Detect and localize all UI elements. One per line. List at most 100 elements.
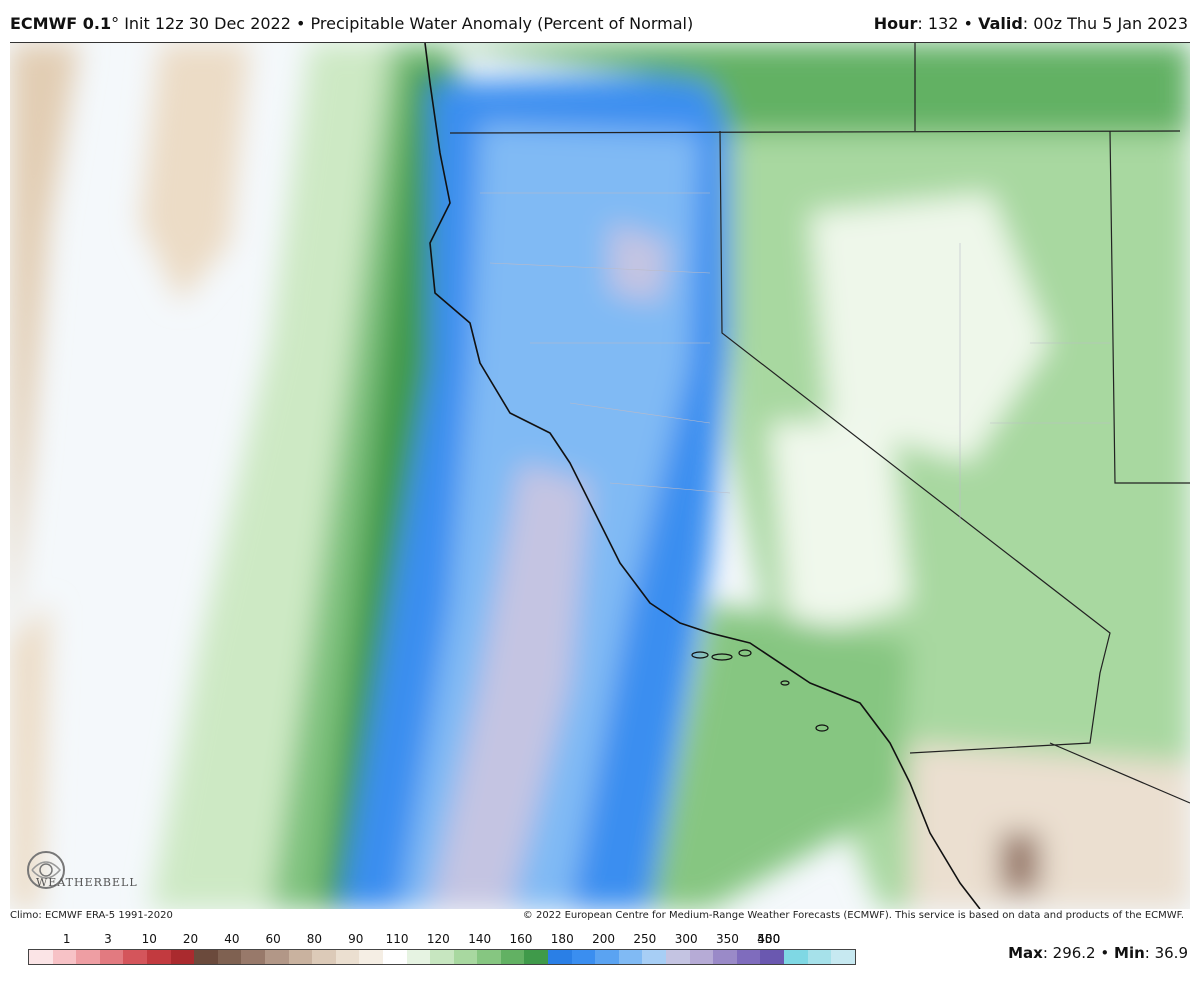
legend-label: 500 [757,932,781,946]
hour-label: Hour [873,14,918,33]
header: ECMWF 0.1° Init 12z 30 Dec 2022 • Precip… [0,0,1200,42]
legend-swatch [524,950,549,964]
legend-swatch [217,950,242,964]
valid-value: : 00z Thu 5 Jan 2023 [1022,14,1188,33]
max-value: : 296.2 [1042,944,1096,962]
legend-swatch [170,950,195,964]
atmospheric-river-lavender [430,463,590,909]
legend-label: 110 [385,932,409,946]
anomaly-map [10,43,1190,909]
legend-swatch [312,950,336,964]
legend-swatch [76,950,100,964]
dry-band-inner [140,43,250,303]
legend-swatch [642,950,667,964]
legend-swatch [689,950,714,964]
dry-band-west [10,43,80,643]
legend-label: 120 [426,932,450,946]
hour-value: : 132 [917,14,959,33]
legend-label: 350 [715,932,739,946]
copyright: © 2022 European Centre for Medium-Range … [522,910,1184,921]
legend-swatch [666,950,690,964]
green-band-dark [320,63,460,909]
channel-islands [691,649,829,732]
legend-label: 20 [182,932,199,946]
basin-white-2 [770,423,910,643]
legend-label: 60 [265,932,281,946]
legend-swatch [99,950,124,964]
legend-label: 1 [62,932,71,946]
legend-label: 10 [141,932,157,946]
min-label: Min [1114,944,1145,962]
legend-swatch [29,950,53,964]
credits: Climo: ECMWF ERA-5 1991-2020 © 2022 Euro… [10,910,1190,924]
legend-color-bar [28,949,856,965]
legend-swatch [52,950,77,964]
basin-white-1 [810,193,1050,463]
legend-swatch [831,950,855,964]
valid-label: Valid [978,14,1023,33]
coastline [424,43,981,909]
legend-swatch [548,950,572,964]
legend-swatch [288,950,313,964]
county-lines [480,192,1110,523]
degree-symbol: ° [111,14,120,33]
legend-swatch [571,950,596,964]
legend-label: 40 [224,932,240,946]
legend-swatch [335,950,360,964]
desert-tan [910,743,1190,909]
legend-swatch [430,950,454,964]
climo-source: Climo: ECMWF ERA-5 1991-2020 [10,910,173,921]
model-name: ECMWF 0.1 [10,14,112,33]
legend-swatch [736,950,761,964]
legend-label: 160 [509,932,533,946]
legend-label: 3 [104,932,112,946]
header-bullet: • [963,14,973,33]
map-title: ECMWF 0.1° Init 12z 30 Dec 2022 • Precip… [10,14,693,33]
legend-swatch [807,950,832,964]
legend-swatch [123,950,147,964]
legend-swatch [194,950,218,964]
min-value: : 36.9 [1144,944,1188,962]
legend-swatch [784,950,808,964]
legend-swatch [264,950,289,964]
legend-swatch [500,950,525,964]
legend-swatch [760,950,784,964]
legend-swatch [453,950,478,964]
dry-band-south [10,603,50,909]
legend-swatch [359,950,383,964]
legend-label: 80 [306,932,323,946]
green-band-outer [150,43,430,909]
legend-label: 200 [592,932,615,946]
stats-bullet: • [1100,944,1110,962]
legend-swatch [595,950,619,964]
land-green-north [430,43,1190,133]
socal-green [650,603,910,909]
desert-brown [1000,833,1040,893]
state-borders [449,43,1190,804]
max-min-stats: Max: 296.2 • Min: 36.9 [1008,944,1188,962]
map-area [10,42,1190,909]
legend-label: 450 [757,932,781,946]
max-label: Max [1008,944,1043,962]
legend-swatch [618,950,643,964]
legend-label: 90 [348,932,364,946]
weatherbell-logo: WEATHERBELL [18,848,137,892]
legend-label: 140 [468,932,492,946]
lavender-north [610,223,670,303]
legend-label: 400 [757,932,781,946]
valid-time-label: Hour: 132 • Valid: 00z Thu 5 Jan 2023 [874,14,1188,33]
legend-label: 250 [633,932,657,946]
color-legend: 1 3 10 20 40 60 80 90 110 120 140 160 180 200 250 300 35… [28,932,856,968]
legend-swatch [477,950,501,964]
legend-label: 300 [674,932,698,946]
init-time: Init 12z 30 Dec 2022 [124,14,291,33]
title-bullet: • [296,14,306,33]
weatherbell-swirl-logo [27,851,65,889]
logo-text: WEATHERBELL [36,876,138,889]
legend-swatch [382,950,407,964]
legend-swatch [241,950,265,964]
legend-label: 180 [550,932,574,946]
legend-swatch [713,950,737,964]
field-name: Precipitable Water Anomaly (Percent of N… [310,14,694,33]
legend-swatch [146,950,171,964]
